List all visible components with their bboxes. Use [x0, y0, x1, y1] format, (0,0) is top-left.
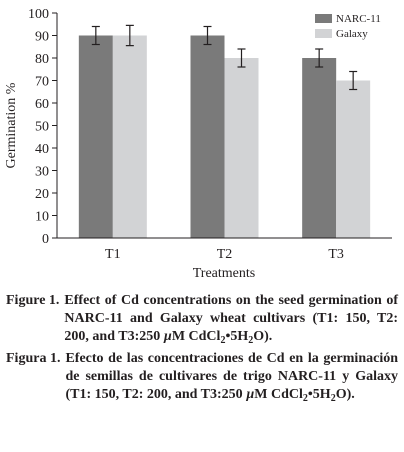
x-tick-label: T2: [217, 247, 233, 262]
y-tick-label: 70: [35, 75, 49, 90]
y-tick-label: 50: [35, 120, 49, 135]
caption-label-spanish: Figura 1.: [6, 350, 61, 366]
error-bar: [203, 25, 212, 46]
x-tick-label: T1: [105, 247, 121, 262]
caption-english: Figure 1. Effect of Cd concentrations on…: [6, 292, 398, 347]
caption-label-english: Figure 1.: [6, 293, 60, 308]
caption-text-spanish: Efecto de las concentraciones de Cd en l…: [65, 350, 398, 405]
error-bar: [349, 70, 358, 91]
x-tick-label: T3: [328, 247, 344, 262]
y-tick-label: 10: [35, 210, 49, 225]
y-tick-label: 40: [35, 142, 49, 157]
figure-captions: Figure 1. Effect of Cd concentrations on…: [6, 292, 398, 407]
legend-swatch: [315, 29, 332, 38]
legend: NARC-11 Galaxy: [315, 13, 381, 40]
bar-narc-11-t3: [302, 58, 337, 238]
error-bar: [237, 48, 246, 68]
error-bar: [315, 48, 324, 68]
legend-label: NARC-11: [336, 13, 381, 25]
y-tick-label: 0: [42, 232, 49, 247]
bar-narc-11-t2: [190, 35, 225, 238]
x-axis-title: Treatments: [193, 266, 255, 281]
y-tick-label: 90: [35, 30, 49, 45]
legend-swatch: [315, 14, 332, 23]
error-bar: [125, 24, 134, 47]
bar-galaxy-t1: [112, 35, 147, 238]
bar-galaxy-t2: [224, 58, 259, 238]
bar-narc-11-t1: [78, 35, 113, 238]
y-tick-label: 20: [35, 187, 49, 202]
y-tick-label: 100: [28, 7, 49, 22]
caption-spanish: Figura 1. Efecto de las concentraciones …: [6, 350, 398, 405]
y-tick-label: 60: [35, 97, 49, 112]
bar-chart: 0 10 20 30 40 50 60 70 80 90 100 T1 T2 T3 Germinatio…: [4, 7, 392, 281]
legend-label: Galaxy: [336, 28, 368, 40]
y-tick-label: 30: [35, 165, 49, 180]
caption-text-english: Effect of Cd concentrations on the seed …: [64, 293, 398, 347]
bar-galaxy-t3: [336, 80, 371, 238]
y-axis-title: Germination %: [4, 82, 19, 168]
y-tick-label: 80: [35, 52, 49, 67]
error-bar: [91, 25, 100, 46]
